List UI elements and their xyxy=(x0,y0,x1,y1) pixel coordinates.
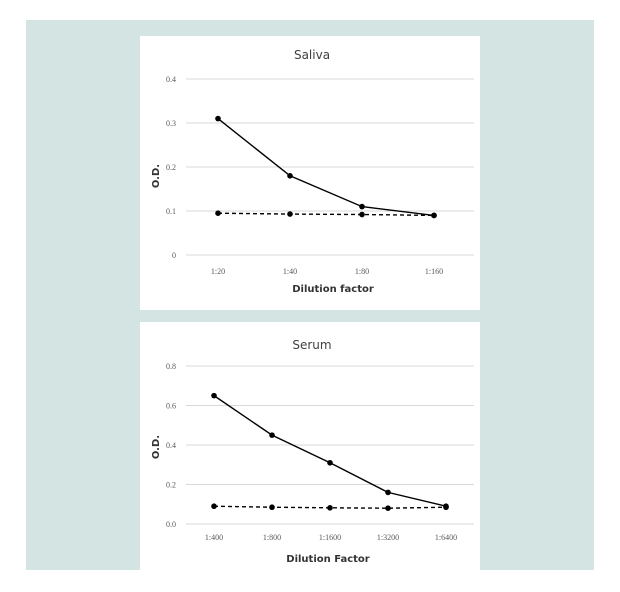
data-point xyxy=(211,392,217,399)
data-point xyxy=(431,212,437,219)
data-point xyxy=(287,173,293,179)
serum-chart: Serum 0.0 0.2 0.4 0.6 0.8 1:400 1:800 1:1600 1:… xyxy=(151,338,474,565)
saliva-chart: Saliva 0 0.1 0.2 0.3 0.4 1:20 1:40 1:80 1:160 O… xyxy=(151,48,474,295)
data-point xyxy=(327,505,333,511)
x-axis-label: Dilution Factor xyxy=(286,554,370,565)
chart-title: Serum xyxy=(292,338,331,352)
data-point xyxy=(269,504,275,511)
x-tick-label: 1:400 xyxy=(205,533,223,542)
y-tick-label: 0.4 xyxy=(166,75,176,84)
y-tick-label: 0.2 xyxy=(166,163,176,172)
data-point xyxy=(287,211,293,217)
solid-series-line xyxy=(213,395,447,507)
solid-series-line xyxy=(217,118,435,217)
dashed-series-line xyxy=(213,505,447,509)
y-tick-label: 0.1 xyxy=(166,207,176,216)
chart-title: Saliva xyxy=(294,48,330,62)
data-point xyxy=(359,203,365,210)
x-axis-label: Dilution factor xyxy=(292,284,374,295)
x-tick-label: 1:1600 xyxy=(319,533,341,542)
data-point xyxy=(359,211,365,218)
y-tick-label: 0.3 xyxy=(166,119,176,128)
data-point xyxy=(211,503,217,510)
y-tick-label: 0 xyxy=(172,251,176,260)
data-point xyxy=(215,115,221,122)
dashed-series-line xyxy=(217,212,435,217)
y-tick-label: 0.2 xyxy=(166,481,176,490)
saliva-chart-panel: Saliva 0 0.1 0.2 0.3 0.4 1:20 1:40 1:80 1:160 O… xyxy=(140,36,480,310)
data-point xyxy=(385,505,391,511)
data-point xyxy=(385,489,391,496)
data-point xyxy=(327,459,333,466)
y-tick-label: 0.8 xyxy=(166,362,176,371)
serum-chart-panel: Serum 0.0 0.2 0.4 0.6 0.8 1:400 1:800 1:1600 1:… xyxy=(140,322,480,576)
y-axis-label: O.D. xyxy=(151,164,162,188)
data-point xyxy=(443,504,449,511)
x-tick-label: 1:160 xyxy=(425,267,443,276)
x-tick-label: 1:80 xyxy=(355,267,369,276)
y-tick-label: 0.6 xyxy=(166,402,176,411)
x-tick-label: 1:800 xyxy=(263,533,281,542)
y-tick-label: 0.0 xyxy=(166,520,176,529)
x-tick-label: 1:20 xyxy=(211,267,225,276)
y-tick-label: 0.4 xyxy=(166,441,176,450)
x-tick-label: 1:40 xyxy=(283,267,297,276)
y-axis-label: O.D. xyxy=(151,435,162,459)
x-tick-label: 1:6400 xyxy=(435,533,457,542)
x-tick-label: 1:3200 xyxy=(377,533,399,542)
data-point xyxy=(215,210,221,216)
data-point xyxy=(269,432,275,438)
